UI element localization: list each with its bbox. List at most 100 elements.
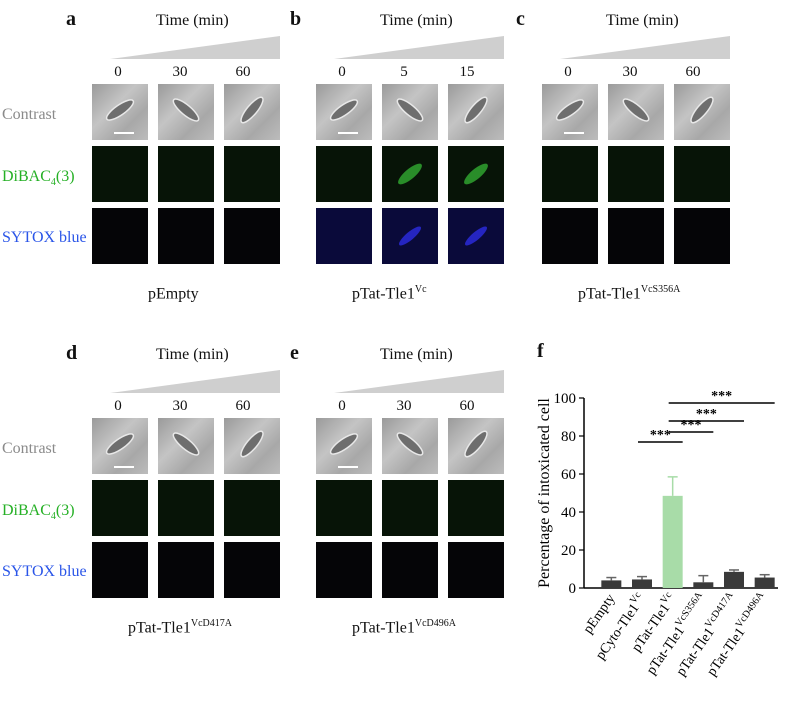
panel-label-b: b — [290, 8, 302, 30]
contrast-image — [316, 418, 372, 474]
time-tick-label: 30 — [396, 398, 412, 414]
cell-shape — [396, 432, 424, 456]
time-tick-label: 0 — [338, 64, 346, 80]
time-tick-label: 30 — [172, 398, 188, 414]
cell-shape — [622, 98, 650, 122]
sytox-image — [542, 208, 598, 264]
time-axis-title: Time (min) — [156, 346, 229, 363]
scale-bar — [564, 132, 584, 134]
cell-shape — [329, 433, 359, 455]
condition-label: pEmpty — [148, 285, 199, 303]
cell-shape — [172, 432, 200, 456]
time-tick-label: 60 — [685, 64, 701, 80]
cell-shape — [690, 96, 714, 124]
time-tick-label: 0 — [114, 398, 122, 414]
dibac-image — [158, 146, 214, 202]
cell-shape — [105, 433, 135, 455]
contrast-image — [224, 84, 280, 140]
cell-shape — [240, 430, 264, 458]
time-tick-label: 0 — [564, 64, 572, 80]
time-tick-label: 60 — [459, 398, 475, 414]
dibac-image — [224, 480, 280, 536]
scale-bar — [114, 132, 134, 134]
sytox-image — [448, 208, 504, 264]
sytox-image — [224, 542, 280, 598]
significance-label: *** — [650, 428, 671, 443]
dibac-image — [674, 146, 730, 202]
contrast-image — [448, 84, 504, 140]
row-label-dibac: DiBAC4(3) — [2, 168, 75, 189]
y-tick-label: 100 — [554, 391, 577, 407]
condition-label: pTat-Tle1VcD496A — [352, 618, 456, 637]
dibac-image — [608, 146, 664, 202]
time-tick-label: 60 — [235, 398, 251, 414]
dibac-image — [382, 146, 438, 202]
dibac-image — [448, 480, 504, 536]
y-tick-label: 0 — [569, 581, 577, 597]
time-wedge — [560, 36, 730, 59]
y-tick-label: 20 — [561, 543, 576, 559]
bar — [754, 577, 775, 588]
significance-label: *** — [696, 407, 717, 422]
contrast-image — [382, 84, 438, 140]
contrast-image — [448, 418, 504, 474]
row-label-sytox: SYTOX blue — [2, 229, 87, 246]
y-tick-label: 80 — [561, 429, 576, 445]
time-tick-label: 30 — [622, 64, 638, 80]
significance-label: *** — [711, 389, 732, 404]
condition-label: pTat-Tle1VcS356A — [578, 284, 681, 303]
panel-label-c: c — [516, 8, 525, 30]
sytox-image — [158, 542, 214, 598]
sytox-image — [224, 208, 280, 264]
time-wedge — [334, 370, 504, 393]
panel-label-d: d — [66, 342, 78, 364]
condition-label: pTat-Tle1VcD417A — [128, 618, 232, 637]
cell-shape — [105, 99, 135, 121]
dibac-image — [542, 146, 598, 202]
bar — [724, 571, 744, 588]
cell-shape — [329, 99, 359, 121]
contrast-image — [158, 84, 214, 140]
row-label-sytox: SYTOX blue — [2, 563, 87, 580]
fluorescent-cell — [464, 226, 488, 246]
time-axis-title: Time (min) — [380, 346, 453, 363]
dibac-image — [316, 480, 372, 536]
contrast-image — [382, 418, 438, 474]
sytox-image — [92, 542, 148, 598]
row-label-contrast: Contrast — [2, 106, 57, 123]
time-axis-title: Time (min) — [606, 12, 679, 29]
sytox-image — [674, 208, 730, 264]
time-wedge — [110, 36, 280, 59]
y-axis-title: Percentage of intoxicated cell — [536, 398, 553, 588]
panel-label-f: f — [537, 340, 544, 362]
fluorescent-cell — [398, 163, 422, 185]
contrast-image — [92, 84, 148, 140]
scale-bar — [338, 466, 358, 468]
cell-shape — [555, 99, 585, 121]
sytox-image — [92, 208, 148, 264]
scale-bar — [338, 132, 358, 134]
contrast-image — [158, 418, 214, 474]
cell-shape — [396, 98, 424, 122]
panel-label-a: a — [66, 8, 76, 30]
time-tick-label: 0 — [114, 64, 122, 80]
time-tick-label: 5 — [400, 64, 408, 80]
contrast-image — [92, 418, 148, 474]
sytox-image — [448, 542, 504, 598]
cell-shape — [464, 96, 488, 124]
bar — [662, 495, 683, 588]
fluorescent-cell — [398, 226, 422, 246]
time-tick-label: 60 — [235, 64, 251, 80]
sytox-image — [316, 542, 372, 598]
dibac-image — [92, 146, 148, 202]
dibac-image — [316, 146, 372, 202]
dibac-image — [224, 146, 280, 202]
bar — [632, 579, 652, 588]
row-label-dibac: DiBAC4(3) — [2, 502, 75, 523]
scale-bar — [114, 466, 134, 468]
contrast-image — [316, 84, 372, 140]
condition-label: pTat-Tle1Vc — [352, 284, 427, 303]
time-wedge — [334, 36, 504, 59]
sytox-image — [382, 542, 438, 598]
